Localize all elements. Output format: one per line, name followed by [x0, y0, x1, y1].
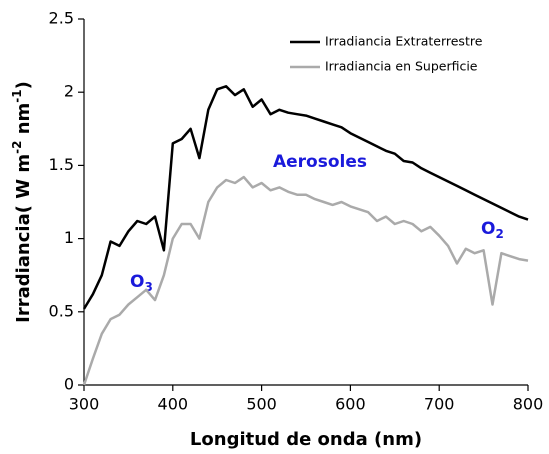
x-axis-label: Longitud de onda (nm): [190, 429, 422, 450]
x-tick-label: 500: [246, 395, 277, 414]
x-tick-label: 800: [513, 395, 544, 414]
x-tick-label: 700: [424, 395, 455, 414]
y-tick-label: 1.5: [49, 155, 74, 174]
series-line: [82, 175, 529, 386]
y-tick-label: 1: [64, 228, 74, 247]
legend-label: Irradiancia Extraterrestre: [325, 34, 483, 49]
x-tick-label: 400: [158, 395, 189, 414]
annotation-sub: 2: [495, 227, 503, 241]
series-line: [82, 85, 529, 310]
annotation-text: O: [130, 272, 144, 292]
y-label-sup: -2: [10, 141, 24, 154]
annotation: O2: [481, 219, 504, 241]
y-tick-label: 0.5: [49, 301, 74, 320]
legend-label: Irradiancia en Superficie: [325, 59, 478, 74]
annotation-sub: 3: [144, 280, 152, 294]
y-label-part: Irradiancia( W m: [13, 154, 34, 323]
x-tick-label: 300: [69, 395, 100, 414]
y-label-part: nm: [13, 103, 34, 141]
y-axis-label: Irradiancia( W m-2 nm-1): [10, 81, 35, 323]
annotation-text: O: [481, 219, 495, 239]
x-tick-label: 600: [335, 395, 366, 414]
annotation: Aerosoles: [273, 152, 367, 172]
y-tick-label: 2: [64, 82, 74, 101]
y-label-sup: -1: [10, 89, 24, 102]
y-label-part: ): [13, 81, 34, 89]
annotation: O3: [130, 272, 153, 294]
y-tick-label: 0: [64, 375, 74, 394]
y-tick-label: 2.5: [49, 9, 74, 28]
